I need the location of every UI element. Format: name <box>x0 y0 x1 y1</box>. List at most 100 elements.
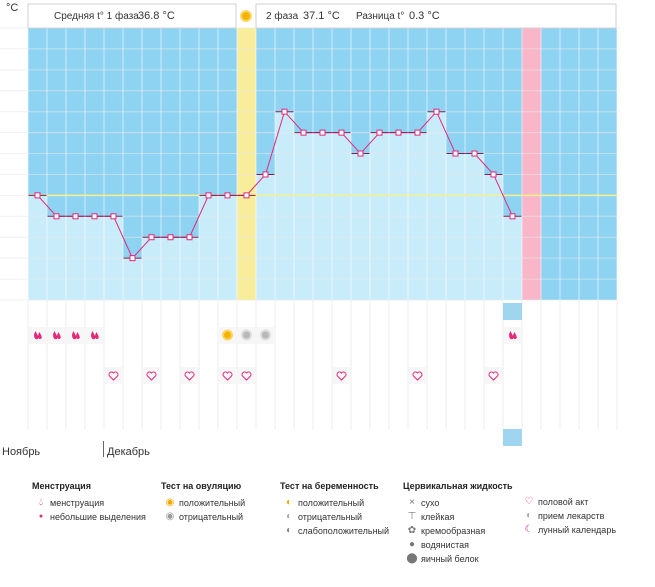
legend-title: Тест на беременность <box>280 481 379 491</box>
day-column-6 <box>123 28 142 300</box>
legend-title: Менструация <box>32 481 91 491</box>
month-left: Ноябрь <box>2 446 41 458</box>
legend-cervical: Цервикальная жидкость × сухо ⊤ клейкая ✿ кр… <box>403 481 513 564</box>
negative-test-icon <box>241 329 252 341</box>
temp-fill-10 <box>199 195 218 300</box>
negative-test-icon <box>260 329 271 341</box>
bbt-chart: °C Средняя t° 1 фаза 36.8 °C 2 фаза 37.1… <box>0 2 620 446</box>
drop-icon <box>34 331 42 340</box>
mark-cell <box>219 367 236 384</box>
day-column-12 <box>237 28 256 300</box>
temperature-point <box>357 150 364 157</box>
temperature-point <box>452 150 459 157</box>
temp-fill-14 <box>275 111 294 300</box>
today-highlight <box>503 429 522 446</box>
small-drop-icon: ● <box>38 513 44 520</box>
drop-icon <box>91 331 99 340</box>
mark-cell <box>238 367 255 384</box>
day-column-7 <box>142 28 161 300</box>
axis-unit: °C <box>6 2 18 14</box>
header-phase2-box <box>255 3 617 29</box>
legend-title: Тест на овуляцию <box>161 481 242 491</box>
heart-icon <box>184 371 195 381</box>
positive-test-icon <box>222 329 233 341</box>
temp-fill-22 <box>427 111 446 300</box>
mark-cell <box>333 367 350 384</box>
month-divider <box>103 441 104 457</box>
day-column-9 <box>180 28 199 300</box>
negative-test-icon: ◐ <box>285 511 293 522</box>
phase2-label: 2 фаза <box>266 10 299 22</box>
phase1-label: Средняя t° 1 фаза <box>54 10 139 22</box>
drop-icon <box>72 331 80 340</box>
heart-icon <box>108 371 119 381</box>
legend-ovulation-test: Тест на овуляцию ◉ положительный ◉ отрицат… <box>161 481 246 522</box>
day-column-30 <box>579 28 598 300</box>
temperature-point <box>91 213 98 220</box>
temperature-point <box>509 213 516 220</box>
drop-icon <box>509 331 517 340</box>
mark-cell <box>181 367 198 384</box>
temp-fill-18 <box>351 153 370 300</box>
moon-icon: ☾ <box>524 524 534 535</box>
temperature-point <box>205 192 212 199</box>
temp-fill-23 <box>446 153 465 300</box>
temp-fill-11 <box>218 195 237 300</box>
pill-icon: ◐ <box>525 510 533 521</box>
current-day-highlight <box>503 303 522 320</box>
watery-icon: ● <box>408 539 416 550</box>
heart-icon <box>488 371 499 381</box>
negative-test-icon: ◉ <box>165 511 175 522</box>
diff-label: Разница t° <box>356 11 404 22</box>
day-column-28 <box>541 28 560 300</box>
temperature-point <box>376 129 383 136</box>
temperature-point <box>338 129 345 136</box>
positive-test-icon: ◉ <box>165 497 175 508</box>
drop-icon <box>53 331 61 340</box>
temp-fill-24 <box>465 153 484 300</box>
day-column-27 <box>522 28 541 300</box>
sticky-icon: ⊤ <box>407 511 417 522</box>
heart-icon: ♡ <box>524 496 534 507</box>
header-phase1-box <box>27 3 237 29</box>
temperature-line <box>37 110 513 260</box>
temperature-point <box>53 213 60 220</box>
heart-icon <box>336 371 347 381</box>
day-column-29 <box>560 28 579 300</box>
temperature-point <box>433 108 440 115</box>
sun-icon <box>240 10 252 22</box>
legend-pregnancy-test: Тест на беременность ◐ положительный ◐ отр… <box>280 481 390 536</box>
heart-icon <box>241 371 252 381</box>
day-column-31 <box>598 28 617 300</box>
weak-test-icon: ◐ <box>285 525 293 536</box>
temperature-point <box>148 234 155 241</box>
legend-menstruation: Менструация 💧︎ менструация ● небольшие выд… <box>32 481 146 522</box>
temperature-point <box>300 129 307 136</box>
temperature-point <box>129 255 136 262</box>
drop-icon: 💧︎ <box>39 497 43 508</box>
temperature-point <box>72 213 79 220</box>
heart-icon <box>146 371 157 381</box>
temperature-point <box>319 129 326 136</box>
temperature-point <box>490 171 497 178</box>
temperature-point <box>110 213 117 220</box>
temperature-point <box>224 192 231 199</box>
mark-cell <box>105 367 122 384</box>
temperature-point <box>281 108 288 115</box>
phase2-value: 37.1 °C <box>303 10 340 22</box>
temp-fill-9 <box>180 237 199 300</box>
day-column-8 <box>161 28 180 300</box>
phase1-value: 36.8 °C <box>138 10 175 22</box>
heart-icon <box>412 371 423 381</box>
temp-fill-1 <box>28 195 47 300</box>
temperature-point <box>414 129 421 136</box>
mark-cell <box>485 367 502 384</box>
mark-cell <box>143 367 160 384</box>
month-right: Декабрь <box>107 446 150 458</box>
temperature-point <box>186 234 193 241</box>
legend-other: ♡ половой акт ◐ прием лекарств ☾ лунный кал… <box>520 495 617 537</box>
egg-white-icon: ⬤ <box>406 553 418 564</box>
temp-fill-7 <box>142 237 161 300</box>
temperature-point <box>262 171 269 178</box>
temperature-point <box>395 129 402 136</box>
